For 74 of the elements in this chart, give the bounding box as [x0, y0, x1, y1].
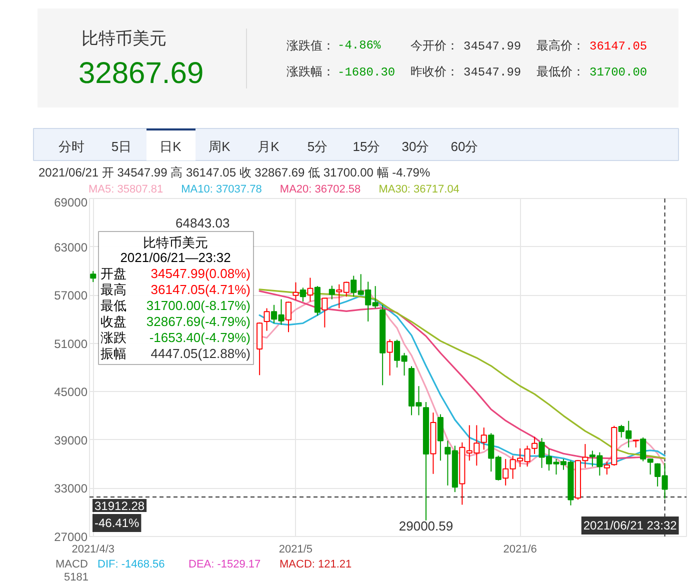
annotation: -46.41%: [94, 516, 140, 530]
text: MA20: 36702.58: [280, 184, 361, 196]
text: DEA: -1529.17: [188, 558, 261, 570]
candlestick: [328, 285, 335, 300]
annotation: 最高: [100, 282, 126, 297]
text: 昨收价：: [410, 64, 458, 78]
text: 今开价：: [410, 38, 458, 52]
annotation: 4447.05(12.88%): [150, 346, 251, 361]
y-tick-label: 57000: [54, 288, 88, 303]
x-tick-label: 2021/4/3: [72, 544, 115, 556]
text: MACD: 121.21: [280, 558, 352, 570]
candlestick: [264, 308, 270, 332]
text: MA5: 35807.81: [88, 184, 164, 196]
candlestick: [292, 282, 299, 300]
text: 36147.05: [590, 40, 648, 54]
annotation: -1653.40(-4.79%): [149, 330, 251, 345]
text: 34547.99: [464, 66, 522, 80]
text: DIF: -1468.56: [98, 558, 165, 570]
text: MACD: [56, 558, 88, 570]
text: 30分: [402, 139, 430, 154]
text: 15分: [352, 139, 380, 154]
annotation: 收盘: [100, 314, 126, 329]
y-tick-label: 33000: [54, 482, 88, 496]
text: 日K: [160, 139, 182, 154]
chart-subtitle: 32867.69: [78, 57, 204, 90]
y-tick-label: 63000: [54, 240, 88, 254]
text: 31700.00: [590, 66, 648, 80]
y-tick-label: 39000: [54, 433, 88, 448]
annotation: 29000.59: [398, 518, 454, 534]
text: MA10: 37037.78: [181, 184, 262, 196]
candlestick: [532, 436, 538, 455]
annotation: 振幅: [100, 346, 126, 361]
y-tick-label: 69000: [54, 196, 88, 210]
candlestick: [90, 270, 96, 283]
text: 5分: [307, 139, 328, 154]
annotation: 涨跌: [100, 330, 126, 345]
text: 34547.99: [464, 40, 522, 54]
candlestick: [285, 301, 292, 333]
text: 涨跌幅：: [286, 64, 334, 78]
text: 周K: [208, 139, 231, 154]
annotation: 开盘: [100, 266, 126, 281]
text: 2021/06/21 开 34547.99 高 36147.05 收 32867.69 低 31700.00 幅 -4.79%: [38, 166, 430, 180]
text: 5日: [111, 139, 132, 154]
text: 5181: [64, 572, 89, 583]
candlestick: [437, 414, 444, 462]
ref-line-label: 2021/06/21 23:32: [583, 518, 678, 532]
text: 最低价：: [536, 64, 584, 78]
text: -1680.30: [338, 66, 396, 80]
candlestick: [322, 297, 328, 328]
text: 月K: [258, 139, 280, 154]
x-tick-label: 2021/6: [503, 544, 537, 556]
candlestick: [386, 338, 393, 376]
text: 60分: [450, 139, 478, 154]
annotation: 36147.05(4.71%): [150, 282, 251, 297]
annotation: 32867.69(-4.79%): [146, 314, 251, 329]
text: MA30: 36717.04: [378, 184, 460, 196]
y-tick-label: 45000: [54, 385, 88, 400]
annotation: 最低: [100, 298, 126, 313]
chart-title: 比特币美元: [82, 29, 166, 48]
x-tick-label: 2021/5: [278, 544, 313, 556]
text: 涨跌值：: [286, 38, 334, 52]
annotation: 2021/06/21—23:32: [120, 250, 231, 265]
text: -4.86%: [338, 38, 382, 52]
text: 分时: [58, 139, 84, 154]
text: 最高价：: [536, 38, 584, 52]
y-tick-label: 51000: [54, 336, 88, 351]
annotation: 比特币美元: [143, 235, 208, 250]
ref-line-label: 31912.28: [94, 498, 145, 513]
y-tick-label: 27000: [54, 530, 88, 544]
annotation: 64843.03: [176, 216, 230, 230]
annotation: 31700.00(-8.17%): [146, 298, 251, 313]
candlestick: [300, 287, 306, 302]
annotation: 34547.99(0.08%): [150, 266, 251, 281]
candlestick: [307, 277, 314, 302]
